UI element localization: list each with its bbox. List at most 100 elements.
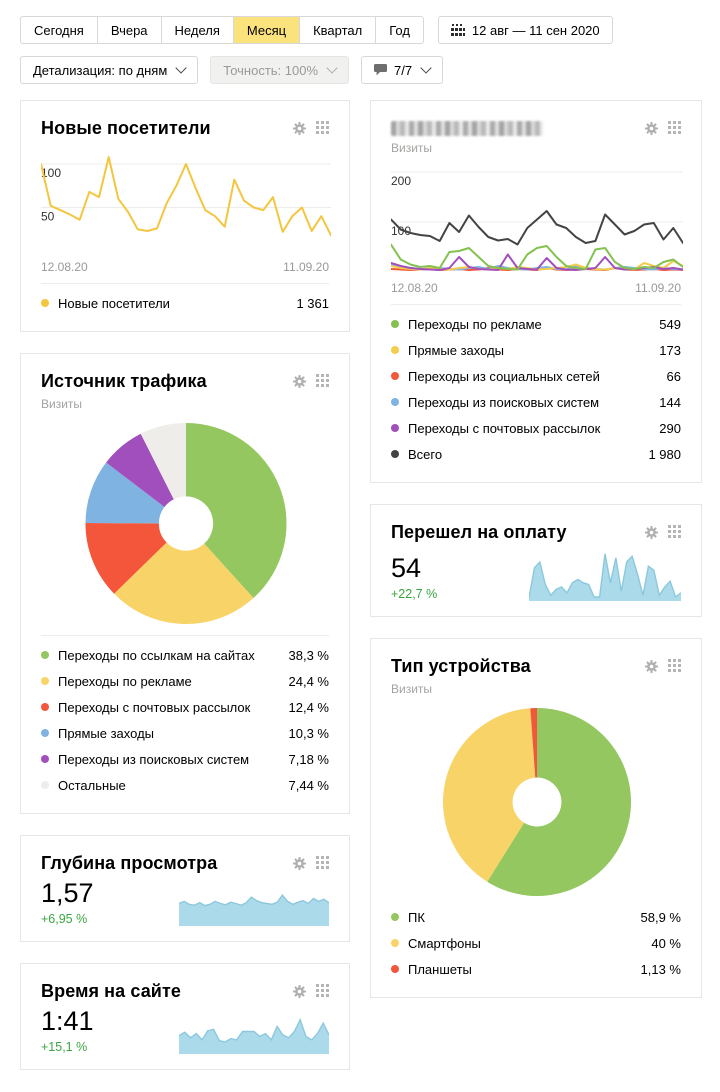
widget-drag-grip-icon[interactable] [316,856,329,871]
series-color-dot [391,398,399,406]
widget-drag-grip-icon[interactable] [668,659,681,674]
card-actions [644,659,681,674]
legend-item[interactable]: Прямые заходы 173 [391,337,681,363]
card-subtitle: Визиты [41,397,83,411]
tab-month[interactable]: Месяц [233,16,301,44]
widget-drag-grip-icon[interactable] [316,121,329,136]
series-color-dot [391,913,399,921]
legend-item[interactable]: Переходы по рекламе 24,4 % [41,668,329,694]
accuracy-label: Точность: 100% [223,62,319,78]
x-axis-start-label: 12.08.20 [41,260,88,274]
widget-settings-gear-icon[interactable] [292,374,307,389]
legend-item[interactable]: ПК 58,9 % [391,904,681,930]
widget-settings-gear-icon[interactable] [644,659,659,674]
widget-settings-gear-icon[interactable] [292,121,307,136]
tab-yesterday[interactable]: Вчера [97,16,162,44]
card-subtitle: Визиты [391,682,433,696]
legend-item[interactable]: Переходы с почтовых рассылок 290 [391,415,681,441]
payment-sparkline [529,553,681,601]
depth-sparkline [179,894,329,927]
legend-item[interactable]: Переходы из поисковых систем 144 [391,389,681,415]
legend: Новые посетители 1 361 [41,290,329,316]
tab-year[interactable]: Год [376,16,424,44]
card-actions [644,525,681,540]
divider [41,283,329,284]
legend-item[interactable]: Смартфоны 40 % [391,930,681,956]
legend-item[interactable]: Прямые заходы 10,3 % [41,720,329,746]
period-tabs: Сегодня Вчера Неделя Месяц Квартал Год [20,16,424,44]
tab-week[interactable]: Неделя [161,16,234,44]
x-axis-start-label: 12.08.20 [391,281,438,295]
detalization-dropdown[interactable]: Детализация: по дням [20,56,199,84]
date-range-label: 12 авг — 11 сен 2020 [471,22,600,38]
chevron-down-icon [326,62,338,74]
divider [391,304,681,305]
legend: Переходы по рекламе 549 Прямые заходы 17… [391,311,681,467]
payment-delta: +22,7 % [391,587,438,601]
svg-text:100: 100 [41,166,61,180]
comments-dropdown[interactable]: 7/7 [361,56,444,84]
legend-item[interactable]: Переходы по ссылкам на сайтах 38,3 % [41,642,329,668]
site-traffic-line-chart: 100 200 [390,171,684,271]
widget-drag-grip-icon[interactable] [668,525,681,540]
time-on-site-value: 1:41 [41,1006,94,1037]
series-color-dot [41,729,49,737]
left-column: Новые посетители 50 100 12.08.20 11.09.20… [20,100,350,1071]
legend-item[interactable]: Переходы из поисковых систем 7,18 % [41,746,329,772]
accuracy-dropdown[interactable]: Точность: 100% [210,56,350,84]
series-color-dot [41,781,49,789]
series-color-dot [391,346,399,354]
widget-settings-gear-icon[interactable] [644,121,659,136]
series-color-dot [391,320,399,328]
widget-drag-grip-icon[interactable] [316,374,329,389]
card-actions [292,984,329,999]
svg-text:100: 100 [391,224,411,238]
card-title-devices: Тип устройства [391,656,531,676]
series-color-dot [391,372,399,380]
card-title-time-on-site: Время на сайте [41,981,182,1002]
payment-value: 54 [391,552,422,583]
comment-bubble-icon [374,64,388,76]
legend: ПК 58,9 % Смартфоны 40 % Планшеты 1,13 % [391,904,681,982]
depth-delta: +6,95 % [41,912,88,927]
legend-item[interactable]: Переходы с почтовых рассылок 12,4 % [41,694,329,720]
time-on-site-delta: +15,1 % [41,1040,88,1055]
widget-settings-gear-icon[interactable] [292,856,307,871]
card-new-visitors: Новые посетители 50 100 12.08.20 11.09.20… [20,100,350,332]
widget-grid: Новые посетители 50 100 12.08.20 11.09.20… [20,100,705,1071]
card-title-payment: Перешел на оплату [391,522,567,542]
widget-drag-grip-icon[interactable] [668,121,681,136]
x-axis-end-label: 11.09.20 [635,281,681,295]
card-actions [292,374,329,389]
detalization-label: Детализация: по дням [33,62,168,78]
card-traffic-source: Источник трафика Визиты Переходы по ссыл… [20,353,350,814]
legend-item[interactable]: Остальные 7,44 % [41,772,329,798]
divider [41,635,329,636]
date-range-button[interactable]: 12 авг — 11 сен 2020 [437,16,613,44]
svg-text:50: 50 [41,210,55,224]
legend-item[interactable]: Планшеты 1,13 % [391,956,681,982]
series-color-dot [391,939,399,947]
toolbar-period-row: Сегодня Вчера Неделя Месяц Квартал Год 1… [20,16,705,44]
calendar-grid-icon [450,24,465,36]
card-title-new-visitors: Новые посетители [41,118,211,138]
devices-pie-chart [442,708,631,896]
site-title-redacted [391,121,543,136]
widget-settings-gear-icon[interactable] [292,984,307,999]
card-subtitle: Визиты [391,141,433,155]
legend-item[interactable]: Новые посетители 1 361 [41,290,329,316]
legend-item[interactable]: Переходы из социальных сетей 66 [391,363,681,389]
legend-item[interactable]: Переходы по рекламе 549 [391,311,681,337]
series-color-dot [41,755,49,763]
widget-drag-grip-icon[interactable] [316,984,329,999]
card-title-traffic-source: Источник трафика [41,371,207,391]
right-column: Визиты 100 200 12.08.20 11.09.20 Переходы… [370,100,702,998]
legend-item[interactable]: Всего 1 980 [391,441,681,467]
widget-settings-gear-icon[interactable] [644,525,659,540]
chevron-down-icon [175,62,187,74]
tab-today[interactable]: Сегодня [20,16,98,44]
tab-quarter[interactable]: Квартал [300,16,377,44]
svg-text:200: 200 [391,174,411,188]
card-site-traffic: Визиты 100 200 12.08.20 11.09.20 Переходы… [370,100,702,483]
